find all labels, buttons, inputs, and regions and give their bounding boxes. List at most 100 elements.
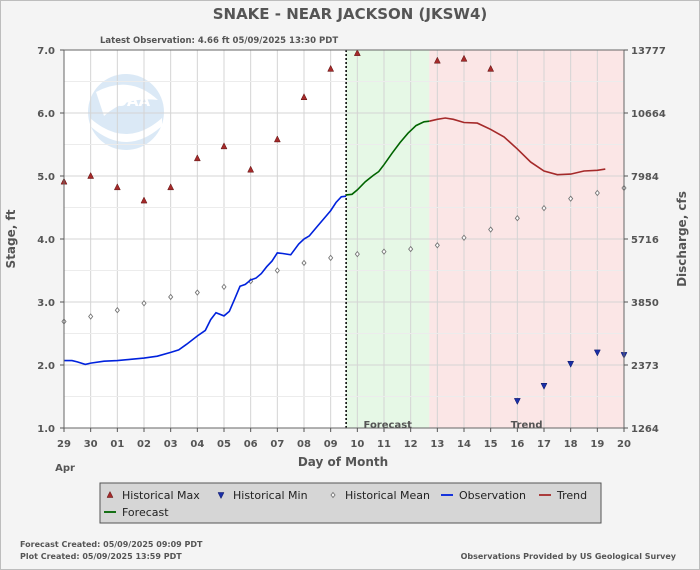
x-tick-label: 30 (84, 439, 98, 450)
forecast-line (346, 120, 430, 196)
y-tick-label: 5.0 (37, 172, 55, 183)
historical-max-point (273, 135, 281, 143)
historical-mean-point (328, 254, 334, 262)
legend-label-trend: Trend (556, 489, 587, 502)
historical-max-point (247, 165, 255, 173)
y2-axis-ticks: 1264 2373 3850 5716 7984 10664 13777 (624, 46, 666, 435)
chart-title: SNAKE - NEAR JACKSON (JKSW4) (213, 5, 488, 23)
historical-max-point (87, 171, 95, 179)
y-tick-label: 3.0 (37, 298, 55, 309)
y-tick-label: 2.0 (37, 361, 55, 372)
latest-observation: Latest Observation: 4.66 ft 05/09/2025 1… (100, 36, 338, 46)
legend-label-fcst: Forecast (122, 506, 169, 519)
historical-mean-point (114, 306, 120, 314)
x-tick-label: 19 (590, 439, 604, 450)
historical-max-point (327, 64, 335, 72)
historical-min-point (540, 383, 548, 390)
legend-item-hmax: Historical Max (106, 489, 200, 502)
x-axis-ticks: 29 30 01 02 03 04 05 06 07 08 09 10 11 12 13 14 15 16 17 18… (57, 428, 631, 450)
legend-item-fcst: Forecast (104, 506, 169, 519)
historical-mean-point (141, 300, 147, 307)
x-tick-label: 29 (57, 439, 71, 450)
historical-mean-point (568, 195, 574, 202)
y2-tick-label: 13777 (631, 46, 666, 57)
legend-label-hmean: Historical Mean (345, 489, 430, 502)
x-tick-label: 05 (217, 439, 231, 450)
historical-max-point (353, 49, 361, 56)
historical-mean-point (514, 214, 520, 222)
observation-line (64, 195, 347, 366)
legend-item-trend: Trend (539, 489, 587, 502)
historical-mean-point (461, 234, 467, 241)
x-tick-label: 09 (324, 439, 338, 450)
y-tick-label: 7.0 (37, 46, 55, 57)
x-tick-label: 18 (564, 439, 578, 450)
x-tick-label: 03 (164, 439, 178, 450)
legend-label-hmin: Historical Min (233, 489, 308, 502)
historical-mean-point (594, 189, 600, 197)
y2-tick-label: 5716 (631, 235, 659, 246)
x-tick-label: 02 (137, 439, 151, 450)
x-tick-label: 01 (110, 439, 124, 450)
plot-created: Plot Created: 05/09/2025 13:59 PDT (20, 552, 182, 561)
historical-max-point (433, 56, 441, 64)
x-tick-label: 07 (270, 439, 284, 450)
forecast-created: Forecast Created: 05/09/2025 09:09 PDT (20, 540, 203, 549)
x-axis-label: Day of Month (298, 455, 388, 469)
trend-series (429, 117, 606, 176)
historical-max-point (300, 93, 308, 100)
historical-min-point (513, 398, 521, 405)
x-tick-label: 08 (297, 439, 311, 450)
legend: Historical Max Historical Min Historical M… (104, 489, 587, 519)
historical-min-series (513, 349, 628, 405)
x-tick-label: 10 (350, 439, 364, 450)
noaa-logo: NOAA (88, 74, 164, 150)
historical-max-point (193, 154, 201, 162)
x-tick-label: 13 (430, 439, 444, 450)
legend-item-hmean: Historical Mean (330, 489, 430, 502)
x-tick-label: 06 (244, 439, 258, 450)
historical-max-point (460, 54, 468, 62)
y2-axis-label: Discharge, cfs (675, 191, 689, 287)
legend-symbol-hmin (217, 492, 225, 500)
historical-mean-point (301, 259, 307, 267)
historical-mean-point (194, 289, 200, 296)
y-tick-label: 6.0 (37, 109, 55, 120)
historical-mean-point (434, 242, 440, 249)
forecast-zone-label: Forecast (364, 420, 413, 431)
x-tick-label: 04 (190, 439, 204, 450)
historical-min-point (567, 360, 575, 368)
historical-mean-point (381, 248, 387, 255)
legend-label-obs: Observation (459, 489, 526, 502)
y2-tick-label: 10664 (631, 109, 666, 120)
trend-line (429, 117, 606, 176)
historical-mean-point (541, 204, 547, 212)
historical-mean-point (168, 293, 174, 301)
y2-tick-label: 1264 (631, 424, 659, 435)
noaa-logo-text: NOAA (102, 92, 151, 110)
usgs-credit: Observations Provided by US Geological S… (461, 552, 677, 561)
y-tick-label: 1.0 (37, 424, 55, 435)
historical-max-point (113, 183, 121, 191)
x-tick-label: 16 (510, 439, 524, 450)
historical-max-point (487, 64, 495, 72)
x-tick-label: 17 (537, 439, 551, 450)
y2-tick-label: 3850 (631, 298, 659, 309)
legend-item-hmin: Historical Min (217, 489, 308, 502)
trend-zone-label: Trend (511, 420, 543, 431)
y-axis-ticks: 1.0 2.0 3.0 4.0 5.0 6.0 7.0 (37, 46, 64, 435)
y-tick-label: 4.0 (37, 235, 55, 246)
historical-mean-point (88, 313, 94, 320)
x-tick-label: 11 (377, 439, 391, 450)
historical-mean-point (408, 245, 414, 253)
historical-min-point (593, 349, 601, 357)
legend-symbol-hmax (106, 490, 114, 498)
x-tick-label: 20 (617, 439, 631, 450)
historical-mean-point (488, 226, 494, 233)
legend-symbol-hmean (330, 491, 336, 499)
y2-tick-label: 7984 (631, 172, 659, 183)
historical-mean-point (274, 267, 280, 274)
observation-series (64, 195, 347, 366)
x-axis-month: Apr (55, 463, 75, 474)
